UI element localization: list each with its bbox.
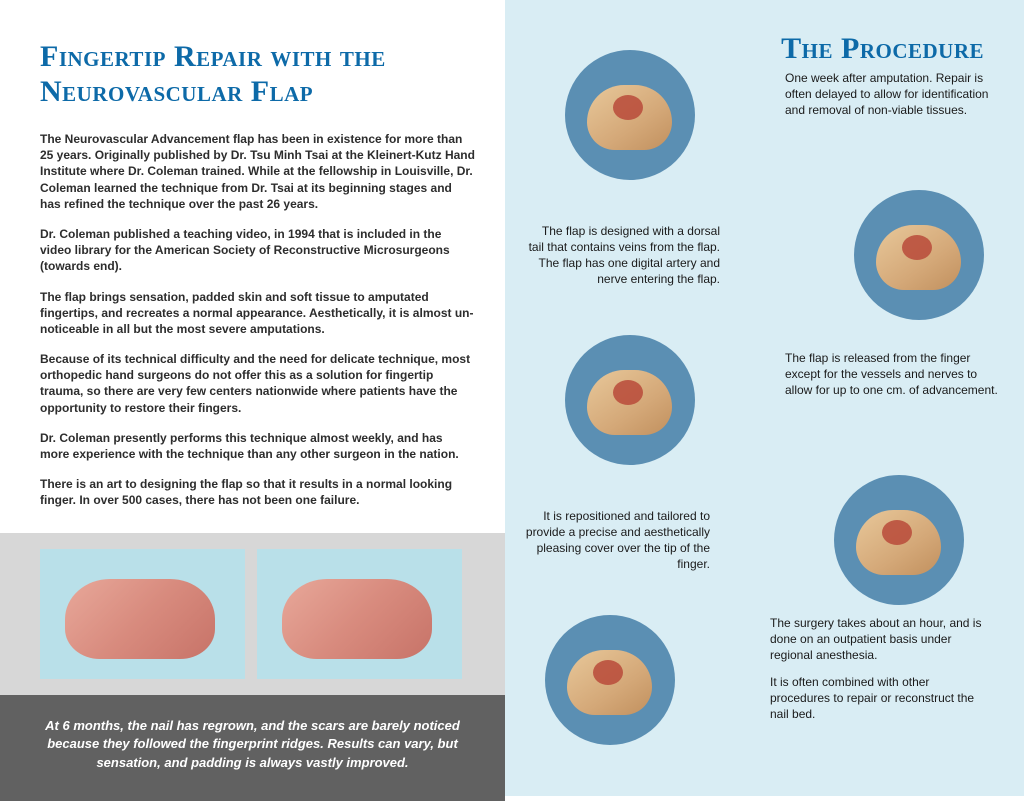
procedure-step-3: The flap is released from the finger exc… [565,335,695,465]
result-caption-box: At 6 months, the nail has regrown, and t… [0,695,505,801]
result-image-2 [257,549,462,679]
procedure-step-1: One week after amputation. Repair is oft… [565,50,695,180]
step-image-3 [565,335,695,465]
body-paragraph: There is an art to designing the flap so… [40,476,475,508]
body-paragraph: Because of its technical difficulty and … [40,351,475,416]
step-image-1 [565,50,695,180]
step-text-5b: It is often combined with other procedur… [770,674,985,723]
step-text-1: One week after amputation. Repair is oft… [785,70,995,119]
left-content: Fingertip Repair with the Neurovascular … [0,0,505,533]
result-image-strip [0,533,505,695]
procedure-step-4: It is repositioned and tailored to provi… [515,475,964,605]
step-text-5a: The surgery takes about an hour, and is … [770,615,985,664]
step-image-4 [834,475,964,605]
body-paragraph: Dr. Coleman published a teaching video, … [40,226,475,275]
procedure-title: The Procedure [781,32,984,66]
result-image-1 [40,549,245,679]
step-text-3: The flap is released from the finger exc… [785,350,1000,399]
body-paragraph: The Neurovascular Advancement flap has b… [40,131,475,212]
step-image-2 [854,190,984,320]
right-column: The Procedure One week after amputation.… [505,0,1024,796]
left-column: Fingertip Repair with the Neurovascular … [0,0,505,796]
step-image-5 [545,615,675,745]
step-text-2: The flap is designed with a dorsal tail … [525,223,720,288]
step-text-4: It is repositioned and tailored to provi… [515,508,710,573]
body-paragraph: Dr. Coleman presently performs this tech… [40,430,475,462]
procedure-step-2: The flap is designed with a dorsal tail … [525,190,984,320]
main-title: Fingertip Repair with the Neurovascular … [40,40,475,109]
result-caption: At 6 months, the nail has regrown, and t… [40,717,465,774]
body-paragraph: The flap brings sensation, padded skin a… [40,289,475,338]
step-text-5: The surgery takes about an hour, and is … [770,615,985,732]
procedure-step-5: The surgery takes about an hour, and is … [545,615,675,745]
